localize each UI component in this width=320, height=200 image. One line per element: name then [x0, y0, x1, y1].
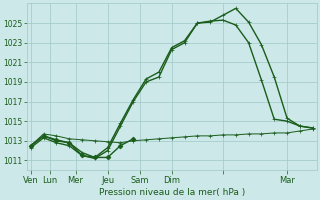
- X-axis label: Pression niveau de la mer( hPa ): Pression niveau de la mer( hPa ): [99, 188, 245, 197]
